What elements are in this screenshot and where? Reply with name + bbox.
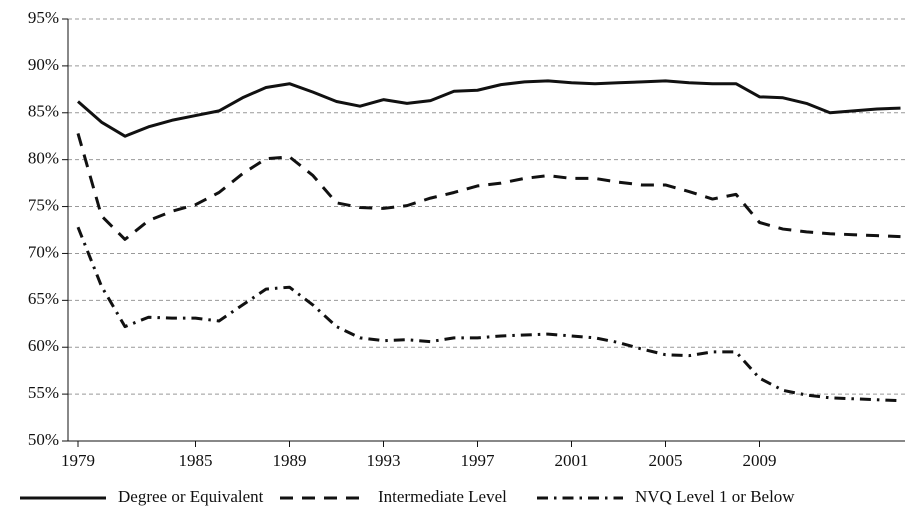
y-tick-label: 75% [28,195,59,214]
y-tick-label: 60% [28,336,59,355]
y-tick-label: 95% [28,8,59,27]
y-tick-label: 90% [28,55,59,74]
x-tick-label: 1993 [367,451,401,470]
x-tick-label: 1979 [61,451,95,470]
x-tick-label: 1997 [461,451,496,470]
x-tick-label: 2005 [649,451,683,470]
x-tick-label: 1985 [179,451,213,470]
x-tick-label: 2001 [555,451,589,470]
series-line [77,79,901,138]
series-line [76,132,901,241]
y-tick-label: 80% [28,149,59,168]
y-tick-label: 50% [28,430,59,449]
y-tick-label: 65% [28,289,59,308]
x-tick-label: 2009 [743,451,777,470]
legend-label: NVQ Level 1 or Below [635,487,795,506]
y-tick-label: 70% [28,242,59,261]
series-line [76,226,901,403]
x-tick-label: 1989 [273,451,307,470]
y-tick-label: 55% [28,383,59,402]
legend-label: Degree or Equivalent [118,487,264,506]
legend-label: Intermediate Level [378,487,507,506]
y-tick-label: 85% [28,102,59,121]
